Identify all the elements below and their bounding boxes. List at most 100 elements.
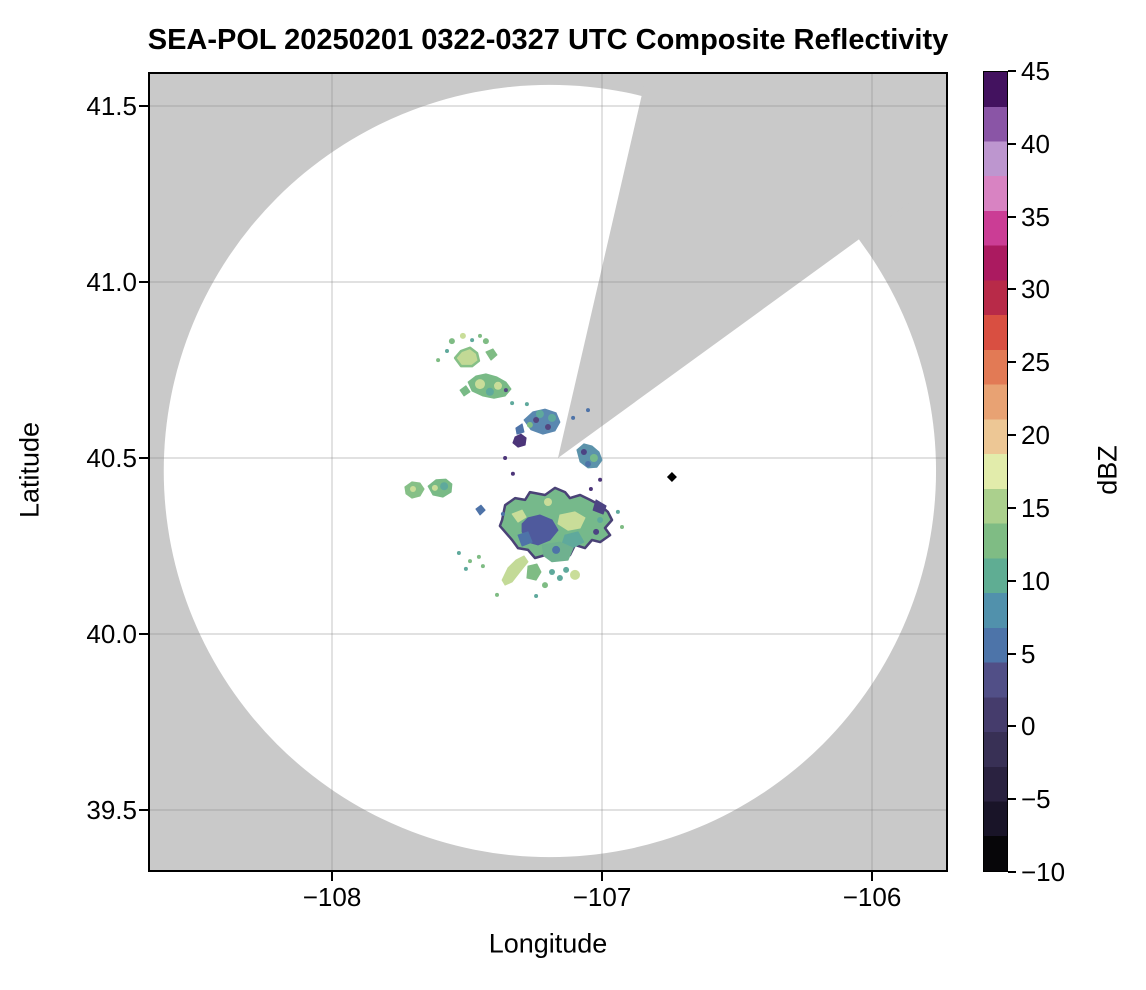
y-tick-label: 40.5: [86, 443, 137, 473]
echo-speck: [524, 402, 529, 407]
echo-region: [557, 511, 586, 531]
x-tick-mark: [871, 872, 873, 881]
y-axis-label: Latitude: [14, 421, 45, 519]
echo-dot: [563, 566, 570, 573]
radar-svg: [148, 72, 948, 872]
y-tick-mark: [139, 105, 148, 107]
echo-region: [561, 531, 585, 549]
y-tick-mark: [139, 281, 148, 283]
echo-region: [592, 499, 607, 515]
colorbar-tick-mark: [1008, 652, 1016, 655]
echo-dot: [556, 575, 563, 581]
colorbar-tick-label: 20: [1021, 420, 1050, 451]
echo-region: [517, 531, 533, 547]
y-tick-label: 41.5: [86, 91, 137, 121]
colorbar-tick-mark: [1008, 361, 1016, 364]
echo-speck: [500, 512, 505, 516]
colorbar-tick-mark: [1008, 871, 1016, 873]
echo-dot: [545, 424, 551, 430]
echo-dot: [548, 413, 556, 422]
echo-dot: [475, 379, 485, 390]
echo-dot: [482, 338, 489, 345]
echo-dot: [494, 381, 502, 390]
echo-dot: [459, 332, 466, 339]
site-marker: [666, 472, 677, 483]
echo-region: [511, 509, 527, 523]
colorbar-tick-mark: [1008, 70, 1016, 72]
plot-area: [148, 72, 948, 872]
y-tick-label: 40.0: [86, 619, 137, 649]
echo-region: [459, 385, 471, 397]
echo-dot: [580, 449, 587, 455]
echo-dot: [552, 545, 561, 554]
colorbar-tick-mark: [1008, 434, 1016, 437]
echo-dot: [593, 528, 600, 535]
colorbar-tick-label: 15: [1021, 492, 1050, 523]
echo-dot: [410, 486, 416, 492]
echo-region: [501, 555, 529, 586]
echo-dot: [431, 484, 438, 491]
colorbar-tick-label: 0: [1021, 711, 1036, 742]
colorbar-tick-mark: [1008, 506, 1016, 509]
echo-speck: [476, 554, 481, 559]
echo-dot: [478, 333, 482, 338]
echo-region: [485, 348, 498, 361]
echo-speck: [510, 471, 515, 476]
colorbar-tick-mark: [1008, 142, 1016, 145]
echo-speck: [534, 594, 539, 598]
colorbar-tick-mark: [1008, 798, 1016, 801]
colorbar-tick-label: 30: [1021, 274, 1050, 305]
echo-dot: [585, 461, 591, 467]
y-tick-label: 41.0: [86, 267, 137, 297]
x-tick-mark: [601, 872, 603, 881]
echo-speck: [615, 509, 620, 514]
blocked-sector: [557, 72, 948, 458]
echo-speck: [503, 456, 508, 460]
echo-speck: [456, 551, 461, 555]
colorbar-tick-label: −10: [1021, 857, 1066, 887]
echo-dot: [445, 349, 449, 353]
plot-frame: [148, 72, 948, 872]
echo-speck: [588, 487, 593, 491]
echo-dot: [542, 582, 548, 589]
echo-dot: [535, 410, 544, 418]
echo-dot: [440, 482, 449, 491]
echo-region: [512, 433, 527, 448]
colorbar-tick-mark: [1008, 215, 1016, 218]
colorbar-tick-label: 5: [1021, 638, 1036, 669]
colorbar: [983, 71, 1008, 872]
colorbar-tick-label: 10: [1021, 565, 1050, 596]
echo-dot: [436, 358, 441, 363]
echo-dot: [448, 338, 455, 345]
echo-speck: [586, 408, 590, 413]
echo-dot: [485, 387, 494, 396]
echo-speck: [620, 525, 624, 529]
echo-speck: [598, 477, 603, 482]
colorbar-tick-label: 25: [1021, 347, 1050, 378]
y-tick-mark: [139, 457, 148, 459]
colorbar-tick-label: 40: [1021, 128, 1050, 159]
echo-speck: [463, 566, 468, 571]
echo-dot: [549, 569, 555, 575]
colorbar-tick-label: −5: [1021, 784, 1051, 815]
y-tick-mark: [139, 633, 148, 635]
echo-dot: [503, 388, 508, 393]
colorbar-tick-mark: [1008, 579, 1016, 582]
echo-region: [526, 563, 542, 581]
x-tick-mark: [331, 872, 333, 881]
echo-dot: [526, 421, 533, 428]
x-tick-label: −106: [842, 882, 902, 912]
echo-region: [515, 423, 525, 435]
x-axis-label: Longitude: [488, 928, 608, 959]
echo-dot: [470, 338, 475, 343]
echo-speck: [571, 415, 576, 420]
echo-speck: [468, 559, 472, 564]
echo-dot: [597, 517, 604, 523]
echo-dot: [589, 454, 598, 462]
y-tick-mark: [139, 809, 148, 811]
colorbar-tick-mark: [1008, 725, 1016, 728]
colorbar-tick-mark: [1008, 288, 1016, 291]
echo-dot: [533, 417, 540, 423]
echo-region: [521, 514, 559, 546]
